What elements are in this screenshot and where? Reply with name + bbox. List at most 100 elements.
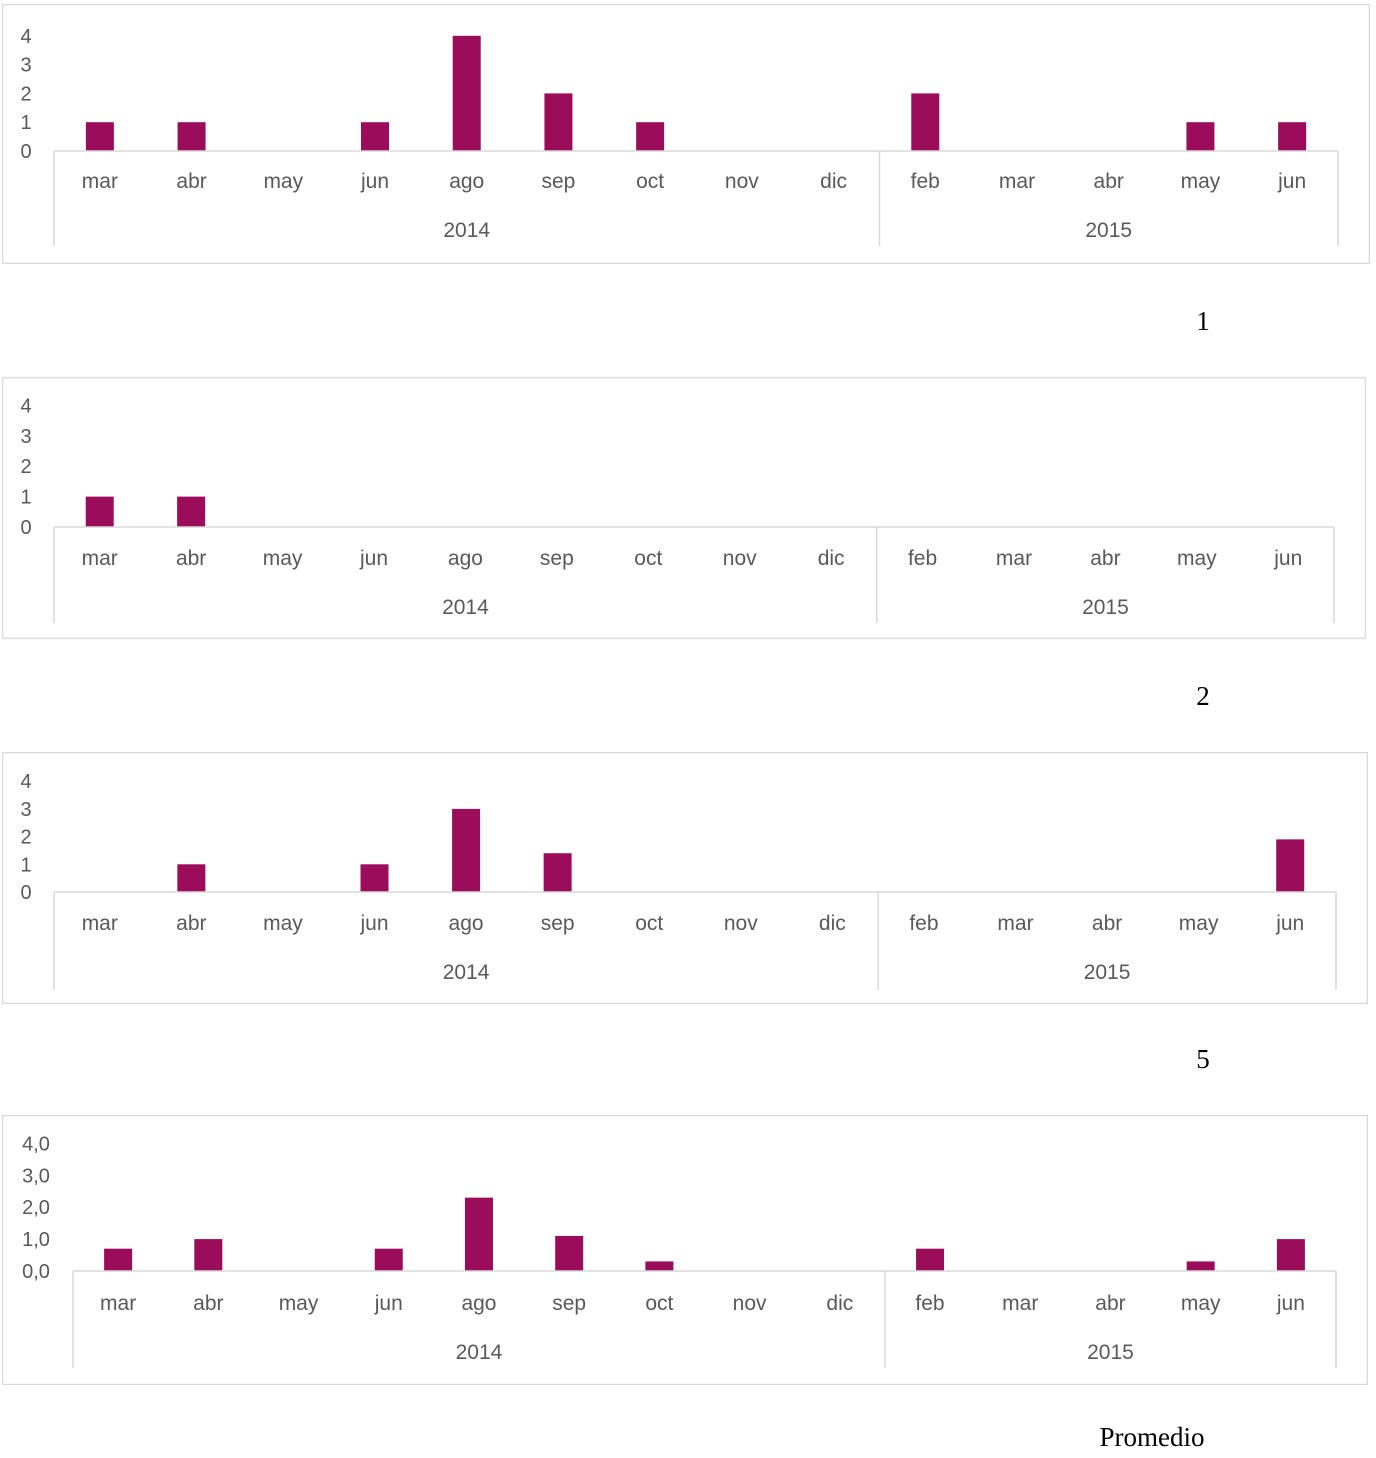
y-tick-label: 4 (20, 771, 31, 793)
chart-frame (2, 752, 1368, 1004)
bar (104, 1248, 133, 1271)
year-label: 2015 (1084, 961, 1131, 984)
chart-panel-1: 0 1 2 3 4 mar abr may jun ago sep oct nov dic feb mar ab… (2, 4, 1370, 264)
x-tick-label: dic (820, 170, 847, 193)
x-tick-label: may (1181, 1292, 1221, 1315)
x-tick-label: mar (82, 547, 118, 570)
y-tick-label: 2,0 (22, 1197, 50, 1219)
bar (374, 1248, 403, 1271)
y-tick-label: 3,0 (22, 1165, 50, 1187)
x-tick-label: feb (911, 170, 940, 193)
x-tick-label: jun (359, 912, 388, 935)
x-tick-label: mar (997, 912, 1033, 935)
year-label: 2014 (442, 596, 489, 619)
x-tick-label: abr (1092, 912, 1122, 935)
x-tick-label: nov (723, 547, 757, 570)
chart-frame (2, 4, 1370, 264)
x-tick-label: sep (541, 170, 575, 193)
year-label: 2014 (443, 961, 490, 984)
y-tick-label: 1 (20, 854, 31, 876)
bar (1276, 1239, 1305, 1271)
x-tick-label: mar (1002, 1292, 1038, 1315)
x-tick-label: oct (645, 1292, 673, 1315)
bar (543, 853, 572, 892)
bar (555, 1235, 584, 1271)
y-tick-label: 4,0 (22, 1133, 50, 1155)
bar-chart-3: 0 1 2 3 4 mar abr may jun ago sep oct nov dic feb mar ab… (2, 752, 1368, 1004)
bar (177, 496, 206, 527)
x-tick-label: abr (193, 1292, 223, 1315)
y-tick-label: 0 (20, 141, 31, 163)
y-tick-label: 0 (20, 517, 31, 539)
x-tick-label: abr (176, 912, 206, 935)
chart-panel-2: 0 1 2 3 4 mar abr may jun ago sep oct nov dic feb mar ab… (2, 377, 1366, 639)
chart-frame (2, 377, 1366, 639)
bar (361, 122, 389, 151)
y-tick-label: 2 (20, 456, 31, 478)
x-tick-label: nov (725, 170, 759, 193)
x-tick-label: mar (82, 170, 118, 193)
year-label: 2015 (1082, 596, 1129, 619)
chart-caption-2: 2 (1196, 681, 1210, 711)
chart-caption-3: 5 (1196, 1044, 1210, 1074)
year-label: 2015 (1087, 1341, 1134, 1364)
bar (544, 93, 573, 151)
x-tick-label: sep (540, 547, 574, 570)
x-tick-label: oct (636, 170, 664, 193)
x-tick-label: may (279, 1292, 319, 1315)
y-tick-label: 3 (20, 799, 31, 821)
chart-frame (2, 1115, 1368, 1385)
year-label: 2014 (456, 1341, 503, 1364)
bar (911, 93, 940, 151)
x-tick-label: abr (176, 547, 206, 570)
y-tick-label: 1 (20, 112, 31, 134)
x-tick-label: feb (915, 1292, 944, 1315)
bar (360, 864, 389, 892)
x-tick-label: feb (908, 547, 937, 570)
x-tick-label: jun (1276, 1292, 1305, 1315)
x-tick-label: may (263, 547, 303, 570)
x-tick-label: dic (826, 1292, 853, 1315)
y-tick-label: 2 (20, 83, 31, 105)
x-tick-label: oct (634, 547, 662, 570)
y-tick-label: 1,0 (22, 1229, 50, 1251)
x-tick-label: may (1179, 912, 1219, 935)
bar (85, 496, 114, 527)
x-tick-label: feb (909, 912, 938, 935)
bar (177, 122, 206, 151)
bar (916, 1248, 945, 1271)
bar-chart-4: 0,0 1,0 2,0 3,0 4,0 mar abr may jun ago sep oct nov d… (2, 1115, 1368, 1385)
x-tick-label: jun (1277, 170, 1306, 193)
bar (1186, 122, 1215, 151)
chart-caption-promedio: Promedio (1099, 1422, 1205, 1452)
x-tick-label: ago (449, 170, 484, 193)
bar (194, 1239, 223, 1271)
x-tick-label: mar (82, 912, 118, 935)
x-tick-label: ago (448, 547, 483, 570)
bar (464, 1197, 493, 1271)
x-tick-label: abr (1094, 170, 1124, 193)
x-tick-label: may (263, 170, 303, 193)
x-tick-label: mar (100, 1292, 136, 1315)
year-label: 2015 (1085, 219, 1132, 242)
x-tick-label: abr (1090, 547, 1120, 570)
y-tick-label: 3 (20, 55, 31, 77)
x-tick-label: may (1181, 170, 1221, 193)
y-tick-label: 3 (20, 426, 31, 448)
x-tick-label: oct (635, 912, 663, 935)
x-tick-label: sep (552, 1292, 586, 1315)
x-tick-label: dic (819, 912, 846, 935)
x-tick-label: jun (1275, 912, 1304, 935)
bar-chart-1: 0 1 2 3 4 mar abr may jun ago sep oct nov dic feb mar ab… (2, 4, 1370, 264)
bar (1276, 839, 1305, 892)
year-label: 2014 (443, 219, 490, 242)
bar-chart-2: 0 1 2 3 4 mar abr may jun ago sep oct nov dic feb mar ab… (2, 377, 1366, 639)
x-tick-label: abr (176, 170, 206, 193)
bar (452, 808, 481, 892)
x-tick-label: jun (360, 170, 389, 193)
bar (177, 864, 206, 892)
x-tick-label: may (1177, 547, 1217, 570)
x-tick-label: nov (733, 1292, 767, 1315)
x-tick-label: ago (449, 912, 484, 935)
y-tick-label: 1 (20, 487, 31, 509)
